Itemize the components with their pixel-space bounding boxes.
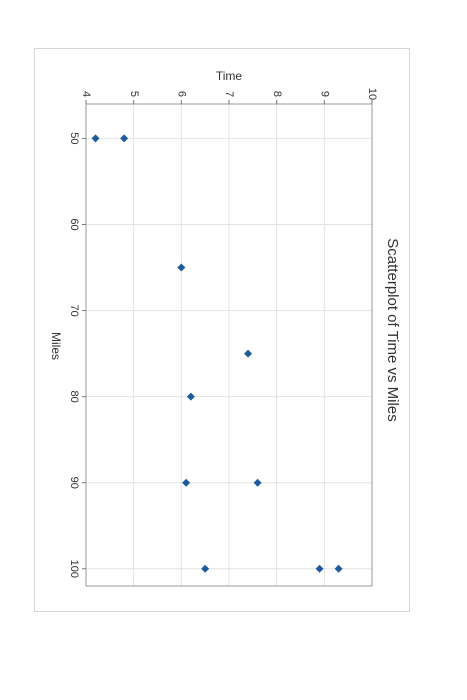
tick-label-time: 10 (366, 88, 378, 100)
tick-label-time: 7 (223, 91, 235, 97)
x-axis-title: Miles (49, 332, 63, 360)
y-axis-title: Time (216, 69, 243, 83)
tick-label-time: 9 (318, 91, 330, 97)
chart-title: Scatterplot of Time vs Miles (384, 238, 401, 421)
chart-figure (34, 48, 410, 612)
data-point (315, 564, 324, 573)
tick-label-time: 6 (175, 91, 187, 97)
data-point (182, 478, 191, 487)
data-point (244, 349, 253, 358)
data-point (334, 564, 343, 573)
data-point (91, 134, 100, 143)
tick-label-time: 5 (128, 91, 140, 97)
tick-label-time: 8 (271, 91, 283, 97)
data-point (253, 478, 262, 487)
tick-label-miles: 60 (68, 218, 80, 230)
tick-label-miles: 80 (68, 391, 80, 403)
gridlines (86, 104, 372, 586)
data-points (91, 134, 343, 573)
tick-label-miles: 100 (68, 560, 80, 578)
tick-label-miles: 50 (68, 132, 80, 144)
axis-ticks: 4 5 6 7 8 9 10 50 60 70 80 90 100 (68, 88, 378, 578)
tick-label-miles: 70 (68, 304, 80, 316)
tick-label-time: 4 (80, 91, 92, 97)
data-point (120, 134, 129, 143)
data-point (201, 564, 210, 573)
data-point (177, 263, 186, 272)
data-point (186, 392, 195, 401)
tick-label-miles: 90 (68, 477, 80, 489)
